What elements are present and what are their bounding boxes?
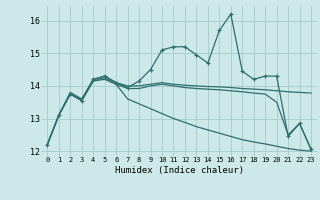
X-axis label: Humidex (Indice chaleur): Humidex (Indice chaleur) [115,166,244,175]
